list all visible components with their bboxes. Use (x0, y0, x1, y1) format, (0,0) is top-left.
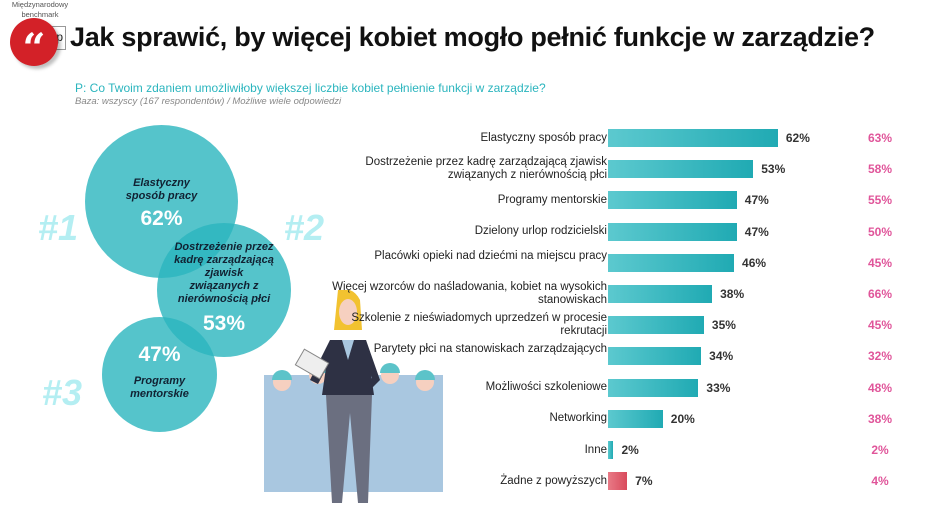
bar-value-label: 62% (785, 131, 810, 145)
benchmark-value: 50% (867, 224, 893, 239)
bar-value-label: 34% (709, 349, 734, 364)
bar (608, 285, 713, 303)
top2-label: Dostrzeżenie przez kadrę zarządzającą zj… (174, 241, 274, 305)
bar-label: Szkolenie z nieświadomych uprzedzeń w pr… (351, 312, 607, 338)
benchmark-value: 63% (867, 131, 893, 145)
bar-label: Networking (549, 412, 607, 425)
bar (608, 160, 754, 179)
bar-label: Parytety płci na stanowiskach zarządzają… (373, 343, 607, 356)
benchmark-value: 45% (867, 318, 893, 333)
page-title: Jak sprawić, by więcej kobiet mogło pełn… (70, 22, 875, 52)
bar (608, 253, 735, 272)
benchmark-label: Międzynarodowy (11, 0, 69, 9)
rank-3: #3 (42, 372, 83, 413)
bar-value-label: 53% (761, 162, 786, 177)
top1-bubble: Elastyczny sposób pracy 62% (85, 125, 238, 278)
benchmark-value: 2% (871, 443, 889, 457)
benchmark-value: 66% (867, 287, 893, 301)
bar-label: Inne (584, 443, 607, 456)
benchmark-value: 32% (867, 349, 893, 364)
businesswoman-illustration (264, 290, 443, 503)
bar (608, 191, 737, 210)
rank-2: #2 (284, 207, 325, 248)
top2-bubble: Dostrzeżenie przez kadrę zarządzającą zj… (157, 223, 291, 357)
bar (608, 441, 614, 459)
bar (608, 409, 663, 428)
bar (608, 222, 737, 241)
top3-bubble: 47% Programy mentorskie (102, 317, 217, 432)
bar-label: Dzielony urlop rodzicielski (474, 225, 607, 238)
top1-value: 62% (140, 207, 183, 230)
bar (608, 316, 704, 335)
bar-value-label: 38% (720, 287, 745, 301)
base-note: Baza: wszyscy (167 respondentów) / Możli… (75, 96, 342, 107)
top3-label: Programy mentorskie (130, 375, 189, 400)
bar-label: Placówki opieki nad dziećmi na miejscu p… (374, 249, 607, 262)
bar-value-label: 35% (711, 318, 736, 333)
bar-value-label: 47% (744, 224, 769, 239)
bar-label: Elastyczny sposób pracy (480, 131, 607, 144)
bar (608, 378, 699, 397)
top3-value: 47% (138, 343, 181, 366)
bar-value-label: 2% (621, 443, 639, 457)
bar-value-label: 46% (742, 255, 767, 270)
benchmark-value: 4% (871, 474, 889, 489)
benchmark-value: 45% (867, 255, 893, 270)
bar (608, 129, 778, 147)
question-text: P: Co Twoim zdaniem umożliwiłoby większe… (75, 81, 546, 95)
top1-label: Elastyczny sposób pracy (125, 177, 198, 202)
bar-label: Programy mentorskie (497, 193, 607, 206)
benchmark-value: 58% (867, 162, 893, 177)
benchmark-label: benchmark (21, 10, 59, 19)
bar-value-label: 7% (635, 474, 653, 489)
bar (608, 347, 702, 366)
bar-label: Możliwości szkoleniowe (485, 381, 607, 394)
benchmark-value: 55% (867, 193, 893, 208)
bar-label: Dostrzeżenie przez kadrę zarządzającą zj… (365, 156, 607, 182)
bar-value-label: 20% (670, 411, 695, 426)
top2-value: 53% (202, 312, 246, 335)
benchmark-value: 38% (867, 411, 893, 426)
bar-label: Żadne z powyższych (500, 474, 607, 487)
bar-value-label: 47% (744, 193, 769, 208)
bar-value-label: 33% (706, 380, 731, 395)
quote-icon: “ (10, 18, 58, 72)
bar (608, 472, 628, 491)
rank-1: #1 (38, 207, 79, 248)
bar-label: Więcej wzorców do naśladowania, kobiet n… (332, 281, 607, 306)
benchmark-value: 48% (867, 380, 893, 395)
